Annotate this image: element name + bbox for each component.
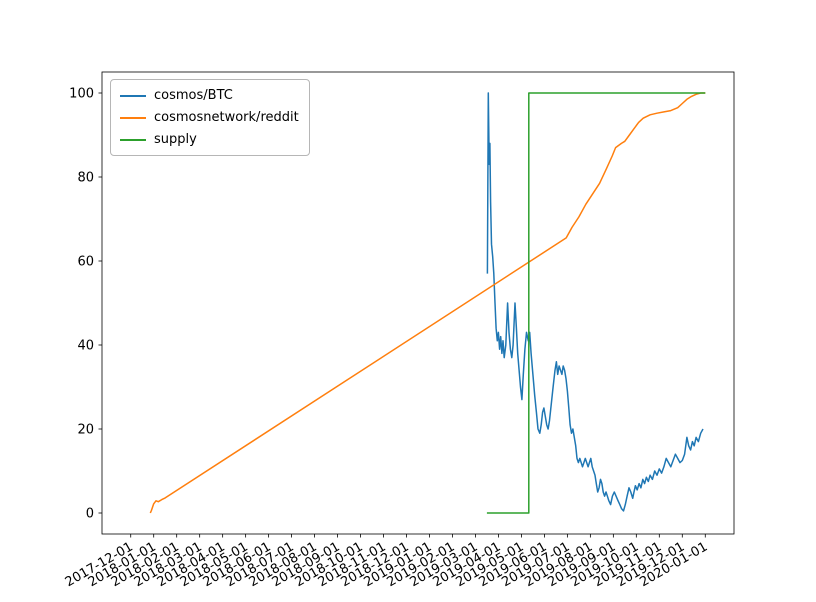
legend-line-sample-cosmos-btc — [120, 94, 146, 97]
series-cosmos-btc — [486, 92, 704, 512]
y-tick-label: 0 — [86, 507, 94, 522]
y-tick-label: 40 — [77, 339, 94, 354]
legend-entry-cosmos-btc: cosmos/BTC — [120, 87, 299, 104]
legend-entry-cosmosnetwork-reddit: cosmosnetwork/reddit — [120, 109, 299, 126]
chart-legend: cosmos/BTC cosmosnetwork/reddit supply — [110, 79, 310, 156]
legend-line-sample-cosmosnetwork-reddit — [120, 116, 146, 119]
y-tick-label: 20 — [77, 423, 94, 438]
legend-entry-supply: supply — [120, 131, 299, 148]
y-tick-label: 80 — [77, 171, 94, 186]
series-cosmosnetwork-reddit — [149, 92, 706, 514]
legend-label-supply: supply — [154, 132, 197, 147]
y-tick-label: 100 — [69, 87, 94, 102]
legend-line-sample-supply — [120, 138, 146, 141]
y-tick-label: 60 — [77, 255, 94, 270]
legend-label-cosmos-btc: cosmos/BTC — [154, 88, 233, 103]
series-supply — [486, 92, 706, 514]
legend-label-cosmosnetwork-reddit: cosmosnetwork/reddit — [154, 110, 299, 125]
